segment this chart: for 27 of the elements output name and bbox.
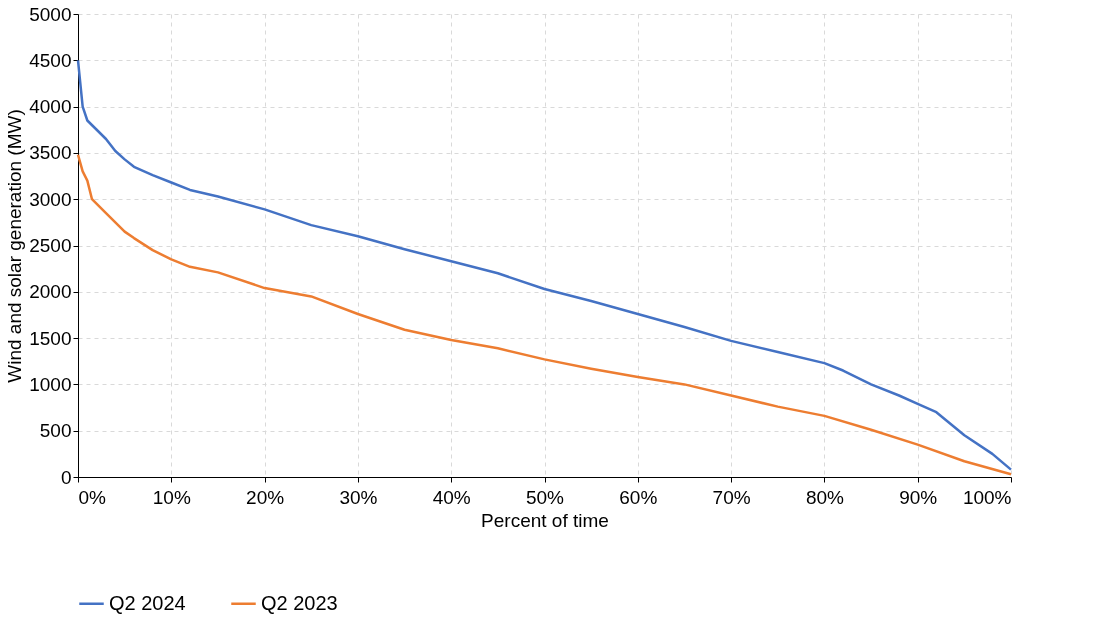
y-tick-label: 4500: [29, 49, 72, 71]
x-tick-label: 0%: [78, 486, 107, 508]
line-series: [76, 59, 1013, 471]
x-tick-label: 100%: [962, 486, 1012, 508]
x-tick-label: 60%: [619, 486, 658, 508]
y-tick-label: 2500: [29, 235, 72, 256]
x-tick-label: 20%: [246, 486, 285, 508]
y-tick-label: 500: [39, 420, 72, 442]
y-tick-label: 4000: [29, 96, 72, 118]
x-axis-title: Percent of time: [481, 509, 609, 531]
legend-label: Q2 2024: [109, 591, 186, 614]
legend-label: Q2 2023: [261, 591, 338, 614]
y-tick-label: 1000: [29, 373, 72, 395]
y-tick-label: 5000: [29, 3, 72, 25]
y-tick-label: 3000: [29, 188, 72, 210]
x-tick-label: 10%: [152, 486, 191, 508]
x-tick-label: 90%: [899, 486, 938, 508]
x-tick-label: 40%: [432, 486, 471, 508]
x-tick-label: 70%: [712, 486, 751, 508]
y-axis-title: Wind and solar generation (MW): [4, 109, 26, 383]
x-tick-label: 50%: [525, 486, 565, 508]
x-tick-label: 30%: [339, 486, 378, 508]
y-tick-label: 1500: [29, 327, 72, 349]
y-tick-label: 2000: [29, 281, 72, 303]
y-tick-label: 0: [60, 466, 72, 488]
y-tick-label: 3500: [29, 142, 72, 164]
x-tick-label: 80%: [805, 486, 845, 508]
